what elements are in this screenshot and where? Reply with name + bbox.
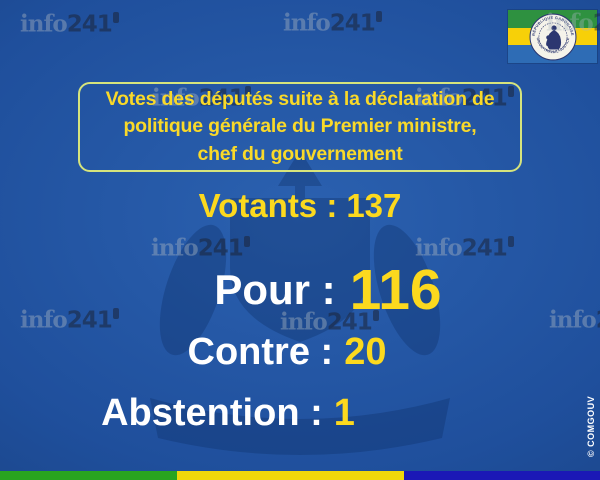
watermark-superscript-box xyxy=(112,308,119,319)
votants-label: Votants : xyxy=(198,187,338,224)
watermark-superscript-box xyxy=(375,11,382,22)
gabon-state-seal: RÉPUBLIQUE GABONAISE UNION•TRAVAIL•JUSTI… xyxy=(529,13,576,60)
info241-watermark: info241 xyxy=(20,12,119,37)
watermark-superscript-box xyxy=(243,236,250,247)
watermark-241-text: 241 xyxy=(329,10,376,37)
info241-watermark: info241 xyxy=(152,86,251,111)
abstention-row: Abstention : 1 xyxy=(0,391,456,435)
footer-flag-bar xyxy=(0,471,600,480)
watermark-info-text: info xyxy=(20,10,68,38)
watermark-info-text: info xyxy=(152,84,200,112)
watermark-superscript-box xyxy=(112,12,119,23)
title-box: Votes des députés suite à la déclaration… xyxy=(78,82,522,172)
title-line-1: Votes des députés suite à la déclaration… xyxy=(105,87,495,110)
watermark-241-text: 241 xyxy=(66,307,113,334)
watermark-superscript-box xyxy=(244,86,251,97)
info241-watermark: info241 xyxy=(549,308,600,333)
watermark-info-text: info xyxy=(415,234,463,262)
info241-watermark: info241 xyxy=(546,11,600,36)
watermark-info-text: info xyxy=(280,308,328,336)
abstention-value: 1 xyxy=(333,391,355,434)
info241-watermark: info241 xyxy=(280,310,379,335)
info241-watermark: info241 xyxy=(151,236,250,261)
votants-row: Votants : 137 xyxy=(0,187,600,224)
footer-bar-yellow-segment xyxy=(177,471,404,480)
pour-row: Pour : 116 xyxy=(56,256,600,324)
watermark-info-text: info xyxy=(283,9,331,37)
credit-text: © COMGOUV xyxy=(586,395,596,457)
watermark-241-text: 241 xyxy=(461,85,508,112)
watermark-info-text: info xyxy=(151,234,199,262)
contre-row: Contre : 20 xyxy=(0,330,574,374)
pour-label: Pour : xyxy=(214,266,336,313)
watermark-superscript-box xyxy=(507,236,514,247)
votants-value: 137 xyxy=(346,187,402,224)
watermark-info-text: info xyxy=(20,306,68,334)
seal-maternity-figure xyxy=(545,24,561,50)
watermark-241-text: 241 xyxy=(198,85,245,112)
abstention-label: Abstention : xyxy=(101,391,323,434)
watermark-info-text: info xyxy=(549,306,597,334)
info241-watermark: info241 xyxy=(415,236,514,261)
info241-watermark: info241 xyxy=(20,308,119,333)
pour-value: 116 xyxy=(349,258,442,322)
gabon-coat-of-arms-watermark xyxy=(150,150,450,455)
info241-watermark: info241 xyxy=(415,86,514,111)
watermark-241-text: 241 xyxy=(66,11,113,38)
watermark-info-text: info xyxy=(415,84,463,112)
watermark-241-text: 241 xyxy=(461,235,508,262)
watermark-241-text: 241 xyxy=(593,11,600,37)
title-line-2: politique générale du Premier ministre, xyxy=(123,115,477,138)
footer-bar-blue-segment xyxy=(404,471,600,480)
watermark-241-text: 241 xyxy=(326,309,373,336)
gabon-flag: RÉPUBLIQUE GABONAISE UNION•TRAVAIL•JUSTI… xyxy=(508,10,597,63)
watermark-241-text: 241 xyxy=(197,235,244,262)
watermark-241-text: 241 xyxy=(596,308,600,334)
info241-watermark: info241 xyxy=(283,11,382,36)
watermark-info-text: info xyxy=(546,9,594,37)
title-line-3: chef du gouvernement xyxy=(197,142,403,165)
footer-bar-green-segment xyxy=(0,471,177,480)
contre-value: 20 xyxy=(344,330,387,373)
contre-label: Contre : xyxy=(187,330,334,373)
watermark-superscript-box xyxy=(372,310,379,321)
